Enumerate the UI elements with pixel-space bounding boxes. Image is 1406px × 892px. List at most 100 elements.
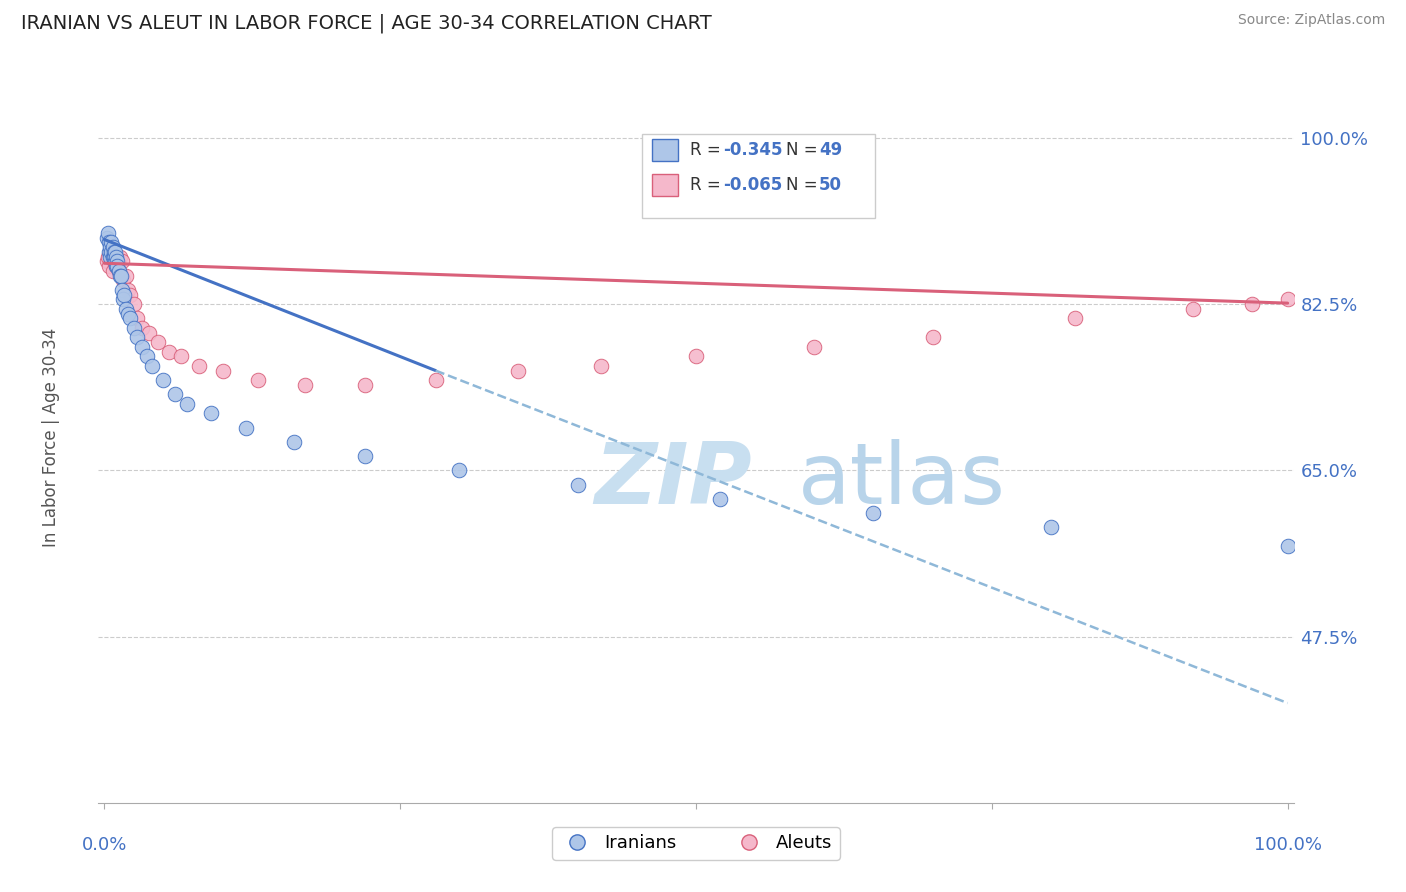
Text: 100.0%: 100.0% bbox=[1254, 836, 1322, 854]
Point bbox=[1277, 539, 1299, 553]
Point bbox=[353, 449, 375, 463]
Point bbox=[98, 244, 121, 259]
Point bbox=[112, 273, 135, 287]
Point bbox=[101, 264, 124, 278]
Point bbox=[136, 349, 159, 363]
Legend: Iranians, Aleuts: Iranians, Aleuts bbox=[553, 827, 839, 860]
Point bbox=[98, 244, 121, 259]
Point bbox=[110, 268, 132, 283]
Point bbox=[127, 311, 149, 326]
Point bbox=[146, 335, 169, 350]
Point bbox=[97, 250, 120, 264]
Point bbox=[96, 230, 118, 244]
Text: 0.0%: 0.0% bbox=[82, 836, 127, 854]
Point bbox=[96, 254, 118, 268]
Point bbox=[567, 477, 589, 491]
Text: 49: 49 bbox=[820, 141, 842, 160]
Point bbox=[98, 250, 121, 264]
Point bbox=[100, 244, 122, 259]
Point bbox=[1241, 297, 1264, 311]
Point bbox=[294, 377, 316, 392]
Point bbox=[104, 254, 127, 268]
Point bbox=[247, 373, 270, 387]
Point bbox=[1277, 293, 1299, 307]
Point bbox=[803, 340, 825, 354]
Text: atlas: atlas bbox=[797, 440, 1005, 523]
Point bbox=[105, 259, 128, 273]
Text: R =: R = bbox=[690, 141, 725, 160]
Text: In Labor Force | Age 30-34: In Labor Force | Age 30-34 bbox=[42, 327, 59, 547]
Point bbox=[104, 250, 127, 264]
Point bbox=[117, 307, 139, 321]
Text: R =: R = bbox=[690, 176, 725, 194]
Point bbox=[120, 287, 142, 301]
Point bbox=[114, 287, 136, 301]
Point bbox=[98, 240, 121, 254]
Point bbox=[122, 321, 145, 335]
Point bbox=[107, 264, 129, 278]
Point bbox=[101, 240, 124, 254]
Point bbox=[165, 387, 187, 401]
Point bbox=[105, 259, 128, 273]
Point bbox=[157, 344, 180, 359]
Point bbox=[110, 268, 132, 283]
Point bbox=[188, 359, 211, 373]
Point bbox=[100, 250, 122, 264]
Point bbox=[120, 311, 142, 326]
Point bbox=[709, 491, 731, 506]
Point bbox=[862, 506, 884, 520]
Point bbox=[200, 406, 222, 420]
Point bbox=[105, 250, 128, 264]
Text: ZIP: ZIP bbox=[595, 440, 752, 523]
Point bbox=[235, 420, 257, 434]
Point bbox=[105, 254, 128, 268]
Text: Source: ZipAtlas.com: Source: ZipAtlas.com bbox=[1237, 13, 1385, 28]
Point bbox=[591, 359, 613, 373]
Point bbox=[98, 235, 121, 250]
FancyBboxPatch shape bbox=[652, 174, 678, 195]
Point bbox=[108, 250, 131, 264]
Point bbox=[353, 377, 375, 392]
Point bbox=[425, 373, 447, 387]
Point bbox=[103, 244, 125, 259]
Point bbox=[117, 283, 139, 297]
Point bbox=[1063, 311, 1085, 326]
Text: N =: N = bbox=[786, 141, 823, 160]
Point bbox=[131, 321, 153, 335]
Point bbox=[108, 268, 131, 283]
Point bbox=[138, 326, 160, 340]
Point bbox=[127, 330, 149, 344]
Point bbox=[1181, 301, 1204, 316]
Point bbox=[104, 244, 127, 259]
FancyBboxPatch shape bbox=[643, 134, 876, 218]
Point bbox=[141, 359, 163, 373]
Point bbox=[112, 293, 135, 307]
Point bbox=[211, 363, 233, 377]
Point bbox=[685, 349, 707, 363]
Point bbox=[105, 259, 128, 273]
Text: N =: N = bbox=[786, 176, 823, 194]
Point bbox=[122, 297, 145, 311]
Point bbox=[100, 235, 122, 250]
Text: IRANIAN VS ALEUT IN LABOR FORCE | AGE 30-34 CORRELATION CHART: IRANIAN VS ALEUT IN LABOR FORCE | AGE 30… bbox=[21, 13, 711, 33]
Text: 50: 50 bbox=[820, 176, 842, 194]
Point bbox=[111, 254, 134, 268]
Point bbox=[1039, 520, 1062, 534]
Point bbox=[449, 463, 471, 477]
FancyBboxPatch shape bbox=[652, 139, 678, 161]
Point bbox=[114, 268, 136, 283]
Point bbox=[103, 250, 125, 264]
Point bbox=[97, 226, 120, 240]
Point bbox=[131, 340, 153, 354]
Point bbox=[111, 283, 134, 297]
Text: -0.065: -0.065 bbox=[724, 176, 783, 194]
Point bbox=[103, 254, 125, 268]
Point bbox=[283, 434, 305, 449]
Point bbox=[105, 254, 128, 268]
Point bbox=[101, 250, 124, 264]
Point bbox=[98, 259, 121, 273]
Point bbox=[170, 349, 193, 363]
Point bbox=[176, 397, 198, 411]
Point bbox=[508, 363, 530, 377]
Point bbox=[114, 301, 136, 316]
